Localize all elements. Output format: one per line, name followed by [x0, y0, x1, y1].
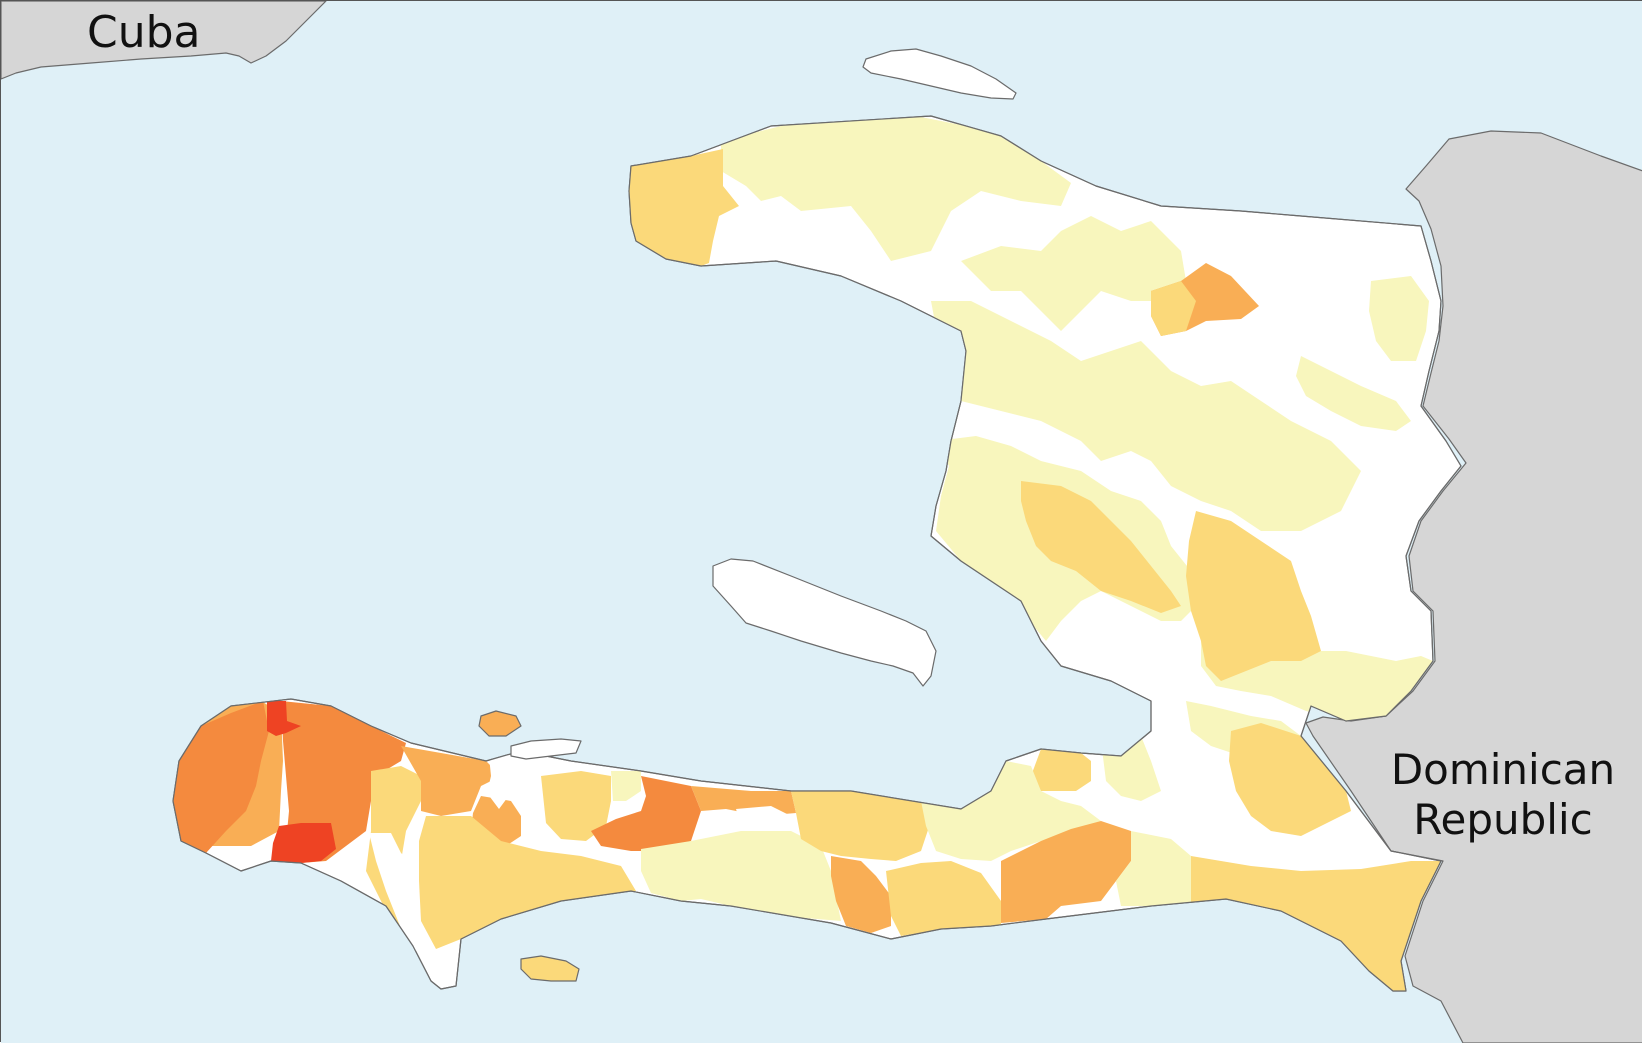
region [721, 116, 1071, 261]
region [1031, 749, 1091, 791]
region [401, 746, 501, 816]
region [736, 806, 791, 831]
choropleth-regions [173, 116, 1441, 991]
region [271, 823, 336, 863]
region [1116, 831, 1191, 906]
region [591, 776, 701, 851]
region [541, 771, 611, 841]
ile-a-vache-island [520, 955, 580, 982]
region [1369, 276, 1429, 361]
region [611, 771, 641, 801]
region [173, 701, 269, 853]
region [629, 149, 739, 266]
haiti-coastline [172, 115, 1462, 992]
region [931, 301, 1361, 531]
region [1001, 821, 1131, 923]
region [1229, 723, 1351, 836]
tortuga-island [862, 48, 1017, 100]
region [791, 791, 931, 861]
region [1191, 856, 1441, 991]
region [831, 856, 891, 933]
region [1151, 281, 1196, 336]
cayemites-island [478, 710, 522, 737]
region [267, 701, 301, 736]
region [487, 751, 526, 809]
region [641, 831, 841, 921]
region [281, 701, 406, 863]
dominican-republic-landmass [1305, 130, 1642, 1043]
dominican-label-line1: Dominican [1391, 745, 1615, 794]
cuba-landmass [1, 1, 327, 80]
region [886, 861, 1001, 936]
cuba-label: Cuba [87, 7, 201, 58]
region [1186, 511, 1321, 681]
gonave-island [712, 558, 937, 687]
region [1296, 356, 1411, 431]
region [961, 216, 1186, 331]
dominican-label-line2: Republic [1413, 795, 1593, 844]
small-peninsula-island [510, 738, 582, 760]
region [369, 833, 426, 951]
region [1021, 481, 1181, 613]
region [419, 816, 636, 949]
